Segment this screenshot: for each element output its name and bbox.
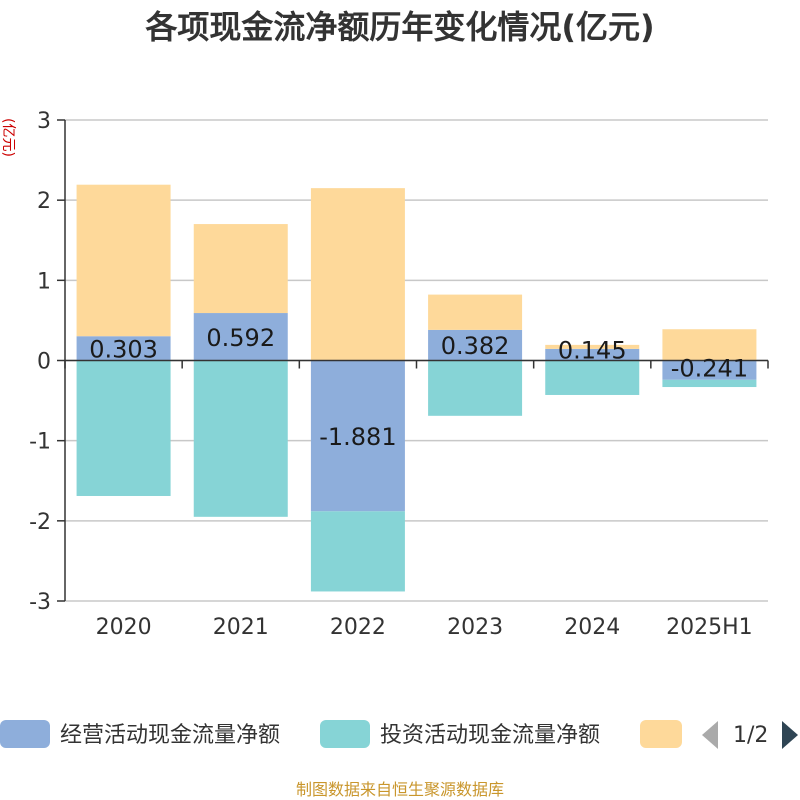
bar-series3-2020[interactable]: [76, 184, 171, 337]
x-tick-label: 2025H1: [666, 615, 753, 640]
bar-series1-2021[interactable]: [193, 313, 288, 361]
y-tick-label: -2: [29, 510, 51, 535]
legend-swatch-2[interactable]: [320, 720, 370, 748]
bar-series2-2023[interactable]: [428, 360, 523, 416]
legend: 经营活动现金流量净额 投资活动现金流量净额 1/2: [0, 720, 798, 749]
legend-label-2[interactable]: 投资活动现金流量净额: [380, 723, 600, 748]
y-tick-label: -3: [29, 590, 51, 615]
x-tick-label: 2020: [96, 615, 152, 640]
x-tick-label: 2022: [330, 615, 386, 640]
legend-page-indicator: 1/2: [733, 723, 768, 748]
legend-swatch-3[interactable]: [640, 720, 682, 748]
data-labels: 0.303 0.592 -1.881 0.382 0.145 -0.241: [89, 324, 748, 451]
x-tick-label: 2023: [447, 615, 503, 640]
axes: [57, 119, 769, 602]
source-note: 制图数据来自恒生聚源数据库: [296, 780, 504, 799]
data-label: -1.881: [319, 423, 396, 451]
data-label: 0.592: [206, 324, 275, 352]
x-tick-labels: 2020 2021 2022 2023 2024 2025H1: [96, 615, 753, 640]
y-tick-label: -1: [29, 430, 51, 455]
chart-title: 各项现金流净额历年变化情况(亿元): [145, 8, 654, 46]
bar-series3-2021[interactable]: [193, 224, 288, 314]
legend-swatch-1[interactable]: [0, 720, 50, 748]
legend-prev-page-icon[interactable]: [702, 721, 718, 749]
data-label: 0.145: [558, 337, 627, 365]
bars-group: [76, 184, 757, 592]
x-tick-label: 2021: [213, 615, 269, 640]
bar-series1-2024[interactable]: [545, 348, 640, 361]
data-label: -0.241: [671, 355, 748, 383]
bar-series3-2024[interactable]: [545, 344, 640, 349]
y-axis-unit-label: (亿元): [0, 118, 16, 157]
data-label: 0.382: [441, 332, 510, 360]
y-tick-label: 0: [37, 350, 51, 375]
bar-series3-2025H1[interactable]: [662, 329, 757, 361]
data-label: 0.303: [89, 335, 158, 363]
legend-label-1[interactable]: 经营活动现金流量净额: [60, 723, 280, 748]
bar-series2-2022[interactable]: [310, 511, 405, 592]
x-tick-label: 2024: [564, 615, 620, 640]
y-tick-label: 1: [37, 269, 51, 294]
bar-series3-2023[interactable]: [428, 294, 523, 330]
bar-series3-2022[interactable]: [310, 188, 405, 361]
y-tick-label: 3: [37, 109, 51, 134]
bar-series1-2020[interactable]: [76, 336, 171, 361]
bar-series2-2021[interactable]: [193, 360, 288, 517]
y-tick-labels: 3 2 1 0 -1 -2 -3: [29, 109, 51, 615]
legend-next-page-icon[interactable]: [782, 721, 798, 749]
y-tick-label: 2: [37, 189, 51, 214]
bar-series2-2020[interactable]: [76, 360, 171, 496]
bar-series1-2025H1[interactable]: [662, 360, 757, 380]
bar-series1-2023[interactable]: [428, 329, 523, 361]
bar-series2-2024[interactable]: [545, 360, 640, 395]
bar-series1-2022[interactable]: [310, 360, 405, 512]
bar-series2-2025H1[interactable]: [662, 379, 757, 388]
